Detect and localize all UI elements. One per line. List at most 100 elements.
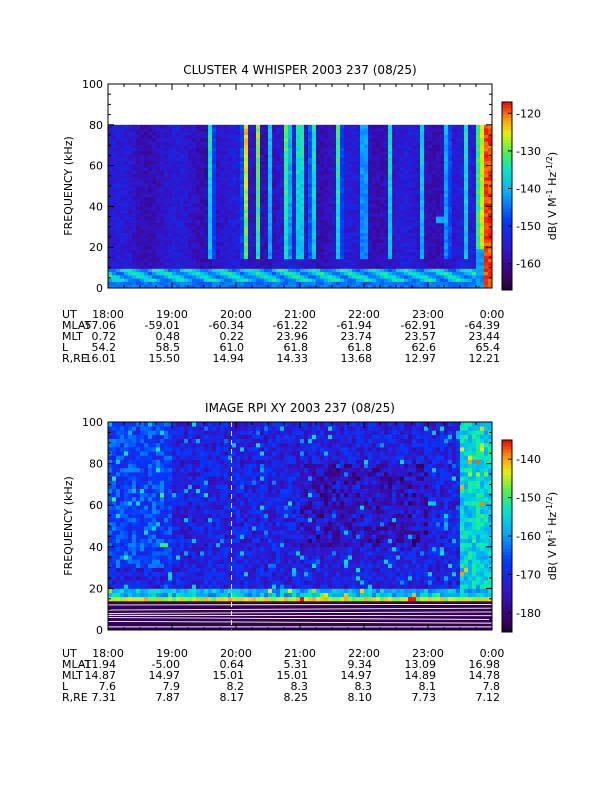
y-axis-label: FREQUENCY (kHz) <box>62 136 75 236</box>
ephemeris-value: 21:00 <box>284 308 316 321</box>
colorbar-tick-label: -180 <box>516 607 541 620</box>
ephemeris-value: 15.50 <box>149 352 181 365</box>
ephemeris-value: 14.33 <box>277 352 309 365</box>
ephemeris-value: 8.10 <box>348 691 373 704</box>
ephemeris-value: 20:00 <box>220 308 252 321</box>
ephemeris-value: 61.8 <box>348 341 373 354</box>
colorbar-tick-label: -140 <box>516 453 541 466</box>
ephemeris-value: 9.34 <box>348 658 373 671</box>
ephemeris-value: 15.01 <box>277 669 309 682</box>
sounder-band <box>107 607 493 611</box>
sounder-band <box>107 603 493 606</box>
ephemeris-value: -11.94 <box>81 658 116 671</box>
ephemeris-value: 0.72 <box>92 330 117 343</box>
ephemeris-value: 7.12 <box>476 691 501 704</box>
ephemeris-value: 8.17 <box>220 691 245 704</box>
colorbar-tick-label: -140 <box>516 182 541 195</box>
y-tick-label: 20 <box>89 241 103 254</box>
ephemeris-table: UT 18:00 19:00 20:00 21:00 22:00 23:00 0:00 MLAT… <box>62 647 504 704</box>
y-tick-label: 80 <box>89 458 103 471</box>
ephemeris-row-label: UT <box>62 647 77 660</box>
ephemeris-value: 0.64 <box>220 658 245 671</box>
ephemeris-value: 20:00 <box>220 647 252 660</box>
ephemeris-value: 5.31 <box>284 658 309 671</box>
ephemeris-value: 16.01 <box>85 352 117 365</box>
ephemeris-value: 14.97 <box>149 669 181 682</box>
heatmap-cells <box>108 422 493 631</box>
ephemeris-value: 23.57 <box>405 330 437 343</box>
y-tick-label: 0 <box>96 624 103 637</box>
ephemeris-value: 61.0 <box>220 341 245 354</box>
ephemeris-value: 8.1 <box>419 680 437 693</box>
spectrogram-panel-2: IMAGE RPI XY 2003 237 (08/25) 0 20 40 60 80 10… <box>62 401 559 704</box>
ephemeris-value: 14.97 <box>341 669 373 682</box>
ephemeris-value: -62.91 <box>401 319 436 332</box>
ephemeris-row-label: UT <box>62 308 77 321</box>
y-tick-label: 80 <box>89 119 103 132</box>
chart-title: CLUSTER 4 WHISPER 2003 237 (08/25) <box>183 63 416 77</box>
ephemeris-value: 22:00 <box>348 647 380 660</box>
ephemeris-row-label: MLAT <box>62 658 92 671</box>
ephemeris-table: UT 18:00 19:00 20:00 21:00 22:00 23:00 0:00 MLAT… <box>62 308 504 365</box>
sounder-band <box>107 621 493 624</box>
ephemeris-value: 13.68 <box>341 352 373 365</box>
colorbar-tick-label: -150 <box>516 492 541 505</box>
y-tick-label: 100 <box>82 416 103 429</box>
colorbar-label: dB( V M-1 Hz-1/2) <box>545 492 559 580</box>
ephemeris-value: 14.78 <box>469 669 501 682</box>
ephemeris-value: 7.9 <box>163 680 181 693</box>
ephemeris-value: 0:00 <box>480 647 505 660</box>
ephemeris-value: 62.6 <box>412 341 437 354</box>
ephemeris-value: 8.3 <box>355 680 373 693</box>
ephemeris-value: 21:00 <box>284 647 316 660</box>
ephemeris-value: 61.8 <box>284 341 309 354</box>
ephemeris-value: 8.3 <box>291 680 309 693</box>
colorbar: -140 -150 -160 -170 -180 dB( V M-1 Hz-1/2) <box>501 439 559 633</box>
ephemeris-value: 65.4 <box>476 341 501 354</box>
ephemeris-value: 23.74 <box>341 330 373 343</box>
ephemeris-value: 22:00 <box>348 308 380 321</box>
spectrogram-panel-1: CLUSTER 4 WHISPER 2003 237 (08/25) 0 20 40 6… <box>62 63 559 365</box>
ephemeris-value: 8.25 <box>284 691 309 704</box>
y-tick-label: 40 <box>89 541 103 554</box>
y-tick-label: 40 <box>89 200 103 213</box>
ephemeris-value: -59.01 <box>145 319 180 332</box>
ephemeris-value: 0:00 <box>480 308 505 321</box>
ephemeris-row-label: L <box>62 680 69 693</box>
ephemeris-value: 7.6 <box>99 680 117 693</box>
ephemeris-row-label: MLT <box>62 330 83 343</box>
ephemeris-value: 7.8 <box>483 680 501 693</box>
ephemeris-value: 58.5 <box>156 341 181 354</box>
ephemeris-value: 8.2 <box>227 680 245 693</box>
ephemeris-value: 14.87 <box>85 669 117 682</box>
ephemeris-value: 23.96 <box>277 330 309 343</box>
colorbar-tick-label: -160 <box>516 530 541 543</box>
heatmap-cells <box>108 124 493 289</box>
ephemeris-value: 15.01 <box>213 669 245 682</box>
y-tick-label: 20 <box>89 582 103 595</box>
colorbar: -120 -130 -140 -150 -160 dB( V M-1 Hz-1/2) <box>501 101 559 291</box>
colorbar-tick-label: -130 <box>516 145 541 158</box>
ephemeris-value: 7.31 <box>92 691 117 704</box>
ephemeris-value: -5.00 <box>152 658 180 671</box>
ephemeris-value: 23:00 <box>412 647 444 660</box>
y-axis-label: FREQUENCY (kHz) <box>62 476 75 576</box>
sounder-band <box>107 611 493 614</box>
ephemeris-value: -61.22 <box>273 319 308 332</box>
ephemeris-row-label: MLAT <box>62 319 92 332</box>
ephemeris-value: -57.06 <box>81 319 116 332</box>
ephemeris-value: 19:00 <box>156 308 188 321</box>
colorbar-tick-label: -120 <box>516 107 541 120</box>
ephemeris-value: 13.09 <box>405 658 437 671</box>
ephemeris-value: 14.94 <box>213 352 245 365</box>
ephemeris-value: 16.98 <box>469 658 501 671</box>
ephemeris-value: 14.89 <box>405 669 437 682</box>
ephemeris-value: 7.87 <box>156 691 181 704</box>
ephemeris-value: 12.21 <box>469 352 501 365</box>
ephemeris-value: 0.48 <box>156 330 181 343</box>
ephemeris-value: 18:00 <box>92 647 124 660</box>
sounder-band <box>107 617 493 620</box>
ephemeris-value: 18:00 <box>92 308 124 321</box>
colorbar-tick-label: -150 <box>516 220 541 233</box>
y-tick-label: 60 <box>89 499 103 512</box>
